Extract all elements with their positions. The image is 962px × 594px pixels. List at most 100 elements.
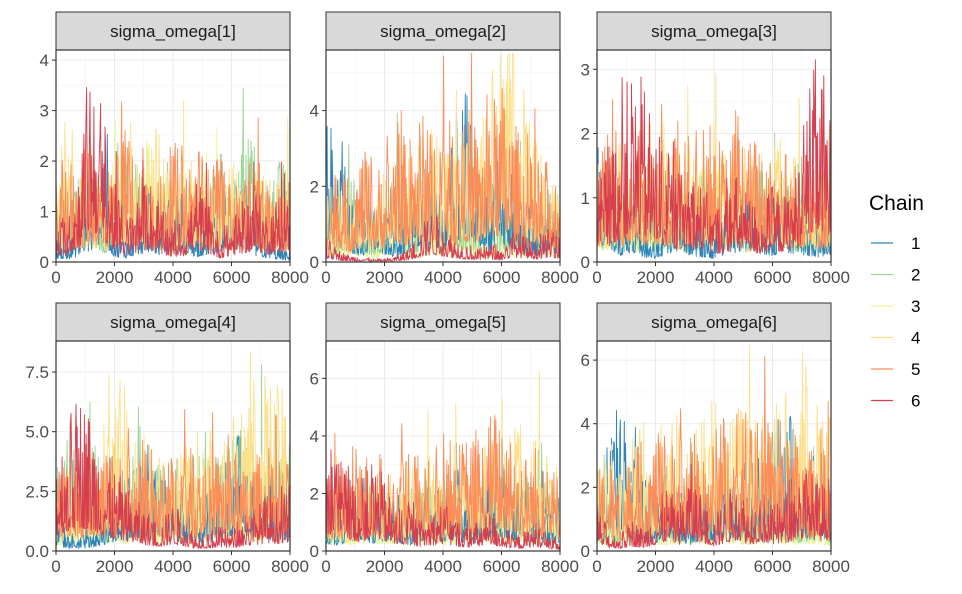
x-tick-label: 6000 (754, 268, 792, 287)
x-tick-label: 0 (321, 557, 330, 576)
y-tick-label: 0 (310, 542, 319, 561)
legend-label: 3 (911, 297, 920, 316)
facet-title: sigma_omega[2] (380, 22, 506, 41)
legend-item-4: 4 (871, 329, 920, 348)
x-tick-label: 0 (321, 268, 330, 287)
y-axis: 0 2 4 6 (310, 369, 326, 561)
x-axis: 0 2000 4000 6000 8000 (51, 262, 309, 287)
x-tick-label: 8000 (812, 268, 850, 287)
legend-item-1: 1 (871, 234, 920, 253)
x-tick-label: 8000 (541, 557, 579, 576)
trace-chain-6 (56, 403, 290, 549)
x-tick-label: 6000 (213, 268, 251, 287)
trace-chain-5 (597, 99, 831, 250)
x-tick-label: 8000 (812, 557, 850, 576)
facet-panel-1: sigma_omega[1] 0 2000 4000 6000 8000 0 1 2 3 4 (40, 11, 309, 287)
x-tick-label: 2000 (96, 557, 134, 576)
y-tick-label: 0 (40, 253, 49, 272)
facet-panel-5: sigma_omega[5] 0 2000 4000 6000 8000 0 2 4 6 (310, 302, 579, 576)
facet-panel-6: sigma_omega[6] 0 2000 4000 6000 8000 0 2 4 6 (581, 302, 850, 576)
y-tick-label: 2.5 (25, 482, 49, 501)
y-tick-label: 1 (581, 189, 590, 208)
y-tick-label: 2 (581, 478, 590, 497)
trace-lines (56, 86, 290, 261)
facet-panel-4: sigma_omega[4] 0 2000 4000 6000 8000 0.0 2.5 5.0… (25, 302, 309, 576)
legend-title: Chain (869, 192, 924, 215)
x-tick-label: 2000 (637, 557, 675, 576)
legend-label: 4 (911, 329, 920, 348)
facet-title: sigma_omega[4] (110, 313, 236, 332)
y-tick-label: 0 (581, 542, 590, 561)
facet-panel-2: sigma_omega[2] 0 2000 4000 6000 8000 0 2 4 (310, 11, 579, 287)
trace-lines (56, 352, 290, 549)
y-tick-label: 0.0 (25, 542, 49, 561)
x-tick-label: 8000 (271, 268, 309, 287)
y-tick-label: 4 (40, 51, 49, 70)
trace-chain-5 (597, 355, 831, 541)
trace-chain-6 (326, 449, 560, 550)
x-tick-label: 2000 (366, 557, 404, 576)
x-axis: 0 2000 4000 6000 8000 (51, 551, 309, 576)
x-tick-label: 4000 (154, 268, 192, 287)
y-tick-label: 6 (581, 351, 590, 370)
trace-chain-6 (597, 59, 831, 254)
x-axis: 0 2000 4000 6000 8000 (592, 262, 850, 287)
legend: Chain 1 2 3 4 5 6 (869, 192, 924, 411)
x-tick-label: 8000 (541, 268, 579, 287)
legend-item-2: 2 (871, 266, 920, 285)
legend-item-5: 5 (871, 360, 920, 379)
trace-lines (597, 59, 831, 260)
x-tick-label: 2000 (96, 268, 134, 287)
trace-lines (326, 52, 560, 262)
facet-panel-3: sigma_omega[3] 0 2000 4000 6000 8000 0 1 2 3 (581, 11, 850, 287)
y-axis: 0.0 2.5 5.0 7.5 (25, 363, 56, 561)
y-tick-label: 2 (310, 177, 319, 196)
facet-strip (55, 11, 291, 51)
x-tick-label: 6000 (483, 268, 521, 287)
trace-chain-6 (56, 86, 290, 259)
y-axis: 0 2 4 (310, 102, 326, 272)
x-tick-label: 4000 (424, 268, 462, 287)
trace-lines (597, 343, 831, 549)
x-tick-label: 4000 (695, 268, 733, 287)
trace-lines (326, 371, 560, 550)
y-axis: 0 2 4 6 (581, 351, 597, 561)
y-tick-label: 1 (40, 203, 49, 222)
y-tick-label: 7.5 (25, 363, 49, 382)
y-tick-label: 3 (40, 102, 49, 121)
y-tick-label: 2 (310, 484, 319, 503)
y-tick-label: 0 (310, 253, 319, 272)
facet-strip (325, 302, 561, 342)
facet-strip (596, 302, 832, 342)
x-tick-label: 4000 (695, 557, 733, 576)
legend-item-6: 6 (871, 392, 920, 411)
x-tick-label: 2000 (637, 268, 675, 287)
x-tick-label: 0 (51, 268, 60, 287)
y-tick-label: 2 (581, 125, 590, 144)
x-tick-label: 4000 (154, 557, 192, 576)
x-tick-label: 0 (51, 557, 60, 576)
facet-title: sigma_omega[1] (110, 22, 236, 41)
x-axis: 0 2000 4000 6000 8000 (321, 262, 579, 287)
facet-title: sigma_omega[6] (651, 313, 777, 332)
x-tick-label: 8000 (271, 557, 309, 576)
y-tick-label: 4 (310, 427, 319, 446)
y-axis: 0 1 2 3 (581, 60, 597, 272)
y-tick-label: 0 (581, 253, 590, 272)
x-tick-label: 2000 (366, 268, 404, 287)
legend-label: 6 (911, 392, 920, 411)
y-axis: 0 1 2 3 4 (40, 51, 56, 272)
trace-chain-5 (326, 52, 560, 253)
legend-label: 1 (911, 234, 920, 253)
x-tick-label: 0 (592, 557, 601, 576)
legend-label: 5 (911, 360, 920, 379)
legend-label: 2 (911, 266, 920, 285)
x-tick-label: 6000 (754, 557, 792, 576)
x-tick-label: 6000 (213, 557, 251, 576)
x-axis: 0 2000 4000 6000 8000 (592, 551, 850, 576)
x-tick-label: 6000 (483, 557, 521, 576)
y-tick-label: 2 (40, 152, 49, 171)
trace-chain-6 (597, 463, 831, 549)
facet-title: sigma_omega[3] (651, 22, 777, 41)
